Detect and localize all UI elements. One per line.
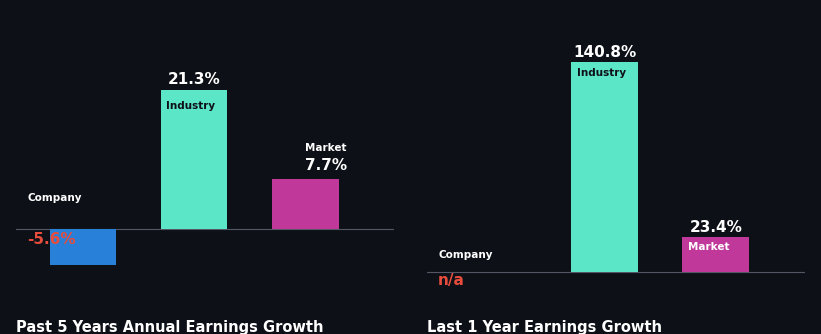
Text: Industry: Industry xyxy=(167,101,215,111)
Text: Industry: Industry xyxy=(577,68,626,78)
Text: 7.7%: 7.7% xyxy=(305,158,347,173)
Text: Company: Company xyxy=(28,193,82,203)
Bar xyxy=(50,229,117,265)
Bar xyxy=(272,179,338,229)
Bar xyxy=(682,237,749,272)
Text: Past 5 Years Annual Earnings Growth: Past 5 Years Annual Earnings Growth xyxy=(16,320,324,334)
Text: 23.4%: 23.4% xyxy=(690,219,742,234)
Text: Market: Market xyxy=(688,242,729,252)
Text: 21.3%: 21.3% xyxy=(167,72,221,87)
Text: 140.8%: 140.8% xyxy=(573,45,636,60)
Text: -5.6%: -5.6% xyxy=(28,232,76,247)
Text: Last 1 Year Earnings Growth: Last 1 Year Earnings Growth xyxy=(427,320,662,334)
Bar xyxy=(571,62,638,272)
Text: Company: Company xyxy=(438,250,493,260)
Text: n/a: n/a xyxy=(438,273,465,288)
Bar xyxy=(161,90,227,229)
Text: Market: Market xyxy=(305,143,346,153)
